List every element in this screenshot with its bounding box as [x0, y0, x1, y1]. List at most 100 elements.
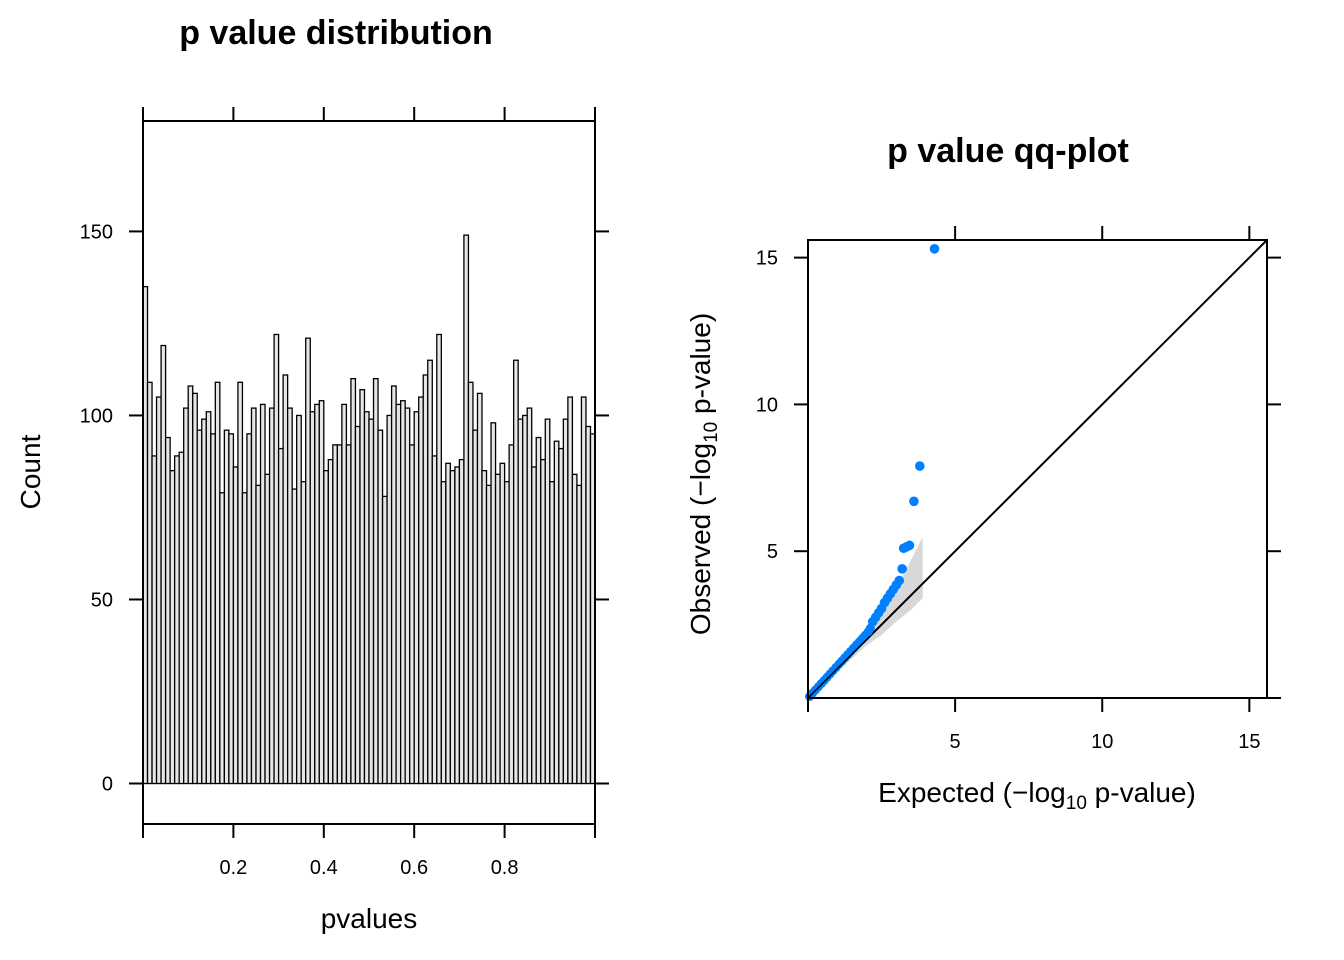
- histogram-y-axis-label: Count: [15, 434, 46, 509]
- histogram-bar: [449, 470, 456, 785]
- histogram-y-tick-label: 0: [102, 774, 113, 796]
- histogram-bar: [540, 458, 546, 785]
- histogram-bar: [277, 447, 284, 785]
- histogram-bar: [282, 374, 289, 785]
- histogram-bar: [219, 492, 226, 785]
- histogram-bar: [210, 433, 216, 785]
- histogram-bar: [345, 444, 352, 785]
- histogram-y-tick-label: 50: [91, 589, 113, 611]
- qq-outlier-point: [909, 496, 919, 507]
- histogram-bar: [567, 396, 574, 785]
- histogram-bar: [485, 484, 492, 785]
- histogram-bar: [264, 473, 271, 785]
- histogram-bar: [571, 473, 578, 785]
- histogram-bar: [341, 403, 348, 785]
- histogram-bar: [336, 444, 343, 785]
- histogram-bar: [526, 407, 533, 785]
- histogram-bar: [155, 396, 162, 785]
- histogram-bar: [535, 436, 542, 785]
- histogram-x-tick-label: 0.2: [219, 857, 247, 879]
- histogram-bar: [440, 481, 447, 785]
- qq-y-tick-label: 15: [756, 248, 778, 270]
- histogram-bar: [268, 407, 275, 785]
- histogram-bar: [173, 455, 180, 785]
- histogram-bars: [142, 234, 596, 785]
- histogram-bar: [368, 418, 375, 785]
- histogram-bar: [431, 455, 438, 785]
- qq-outlier-point: [929, 244, 940, 254]
- qq-plot-frame: [807, 239, 1268, 699]
- histogram-bar: [458, 458, 465, 785]
- histogram-bar: [558, 447, 565, 785]
- histogram-bar: [381, 495, 388, 785]
- histogram-bar: [399, 400, 406, 785]
- histogram-bar: [187, 385, 194, 785]
- histogram-panel: p value distribution 0.2 0.4 0.6 0.8 0 50 100 1…: [15, 14, 609, 934]
- qq-x-tick-label: 15: [1238, 731, 1260, 753]
- histogram-bar: [196, 429, 203, 785]
- histogram-bar: [300, 481, 307, 785]
- histogram-bar: [404, 407, 411, 785]
- histogram-bar: [237, 381, 244, 785]
- qq-y-tick-label: 10: [756, 394, 778, 416]
- qq-x-tick-label: 10: [1091, 731, 1113, 753]
- qq-point-track: [805, 624, 875, 701]
- histogram-bar: [318, 400, 325, 785]
- qq-y-tick-label: 5: [767, 541, 778, 563]
- histogram-bar: [544, 418, 551, 785]
- histogram-bar: [576, 484, 583, 785]
- histogram-bar: [481, 470, 488, 785]
- qq-plot-panel: p value qq-plot 5 10 15 5 10 15 Expected (−lo…: [685, 132, 1281, 814]
- qq-reference-line: [807, 239, 1268, 699]
- qq-x-tick-label: 5: [950, 731, 961, 753]
- histogram-bar: [490, 422, 497, 785]
- histogram-bar: [472, 429, 479, 785]
- histogram-bar: [427, 359, 433, 785]
- histogram-bar: [354, 425, 361, 785]
- histogram-bar: [232, 466, 239, 785]
- histogram-bar: [296, 414, 302, 785]
- histogram-bar: [241, 492, 248, 785]
- qq-plot-ticks: 5 10 15 5 10 15: [756, 226, 1281, 753]
- histogram-bar: [332, 444, 339, 785]
- histogram-bar: [549, 481, 555, 785]
- histogram-bar: [160, 344, 167, 785]
- histogram-bar: [151, 455, 158, 785]
- histogram-plot-frame: [142, 120, 596, 825]
- histogram-bar: [327, 458, 334, 785]
- histogram-bar: [395, 403, 402, 785]
- histogram-bar: [201, 418, 207, 785]
- qq-reference-line-overlay: [807, 635, 871, 699]
- histogram-bar: [562, 418, 569, 785]
- qq-plot-title: p value qq-plot: [887, 132, 1129, 170]
- histogram-bar: [467, 381, 474, 785]
- histogram-bar: [418, 396, 424, 785]
- histogram-bar: [494, 473, 501, 785]
- histogram-bar: [413, 411, 420, 785]
- histogram-bar: [146, 381, 153, 785]
- qq-outlier-point: [898, 543, 909, 554]
- histogram-bar: [273, 333, 280, 785]
- histogram-bar: [205, 411, 212, 785]
- histogram-bar: [422, 374, 429, 785]
- histogram-bar: [178, 451, 185, 785]
- histogram-bar: [499, 462, 506, 785]
- histogram-bar: [390, 385, 397, 785]
- histogram-bar: [445, 462, 452, 785]
- histogram-bar: [377, 429, 384, 785]
- histogram-x-axis-label: pvalues: [321, 903, 418, 934]
- histogram-bar: [309, 411, 316, 785]
- histogram-bar: [164, 436, 171, 785]
- histogram-bar: [259, 403, 266, 785]
- histogram-bar: [522, 414, 528, 785]
- histogram-x-tick-label: 0.6: [400, 857, 428, 879]
- histogram-bar: [580, 396, 587, 785]
- histogram-bar: [223, 429, 230, 785]
- histogram-bar: [372, 377, 379, 785]
- histogram-bar: [553, 440, 560, 785]
- histogram-bar: [436, 333, 442, 785]
- histogram-bar: [508, 444, 515, 785]
- histogram-bar: [214, 381, 221, 785]
- histogram-bar: [350, 377, 357, 785]
